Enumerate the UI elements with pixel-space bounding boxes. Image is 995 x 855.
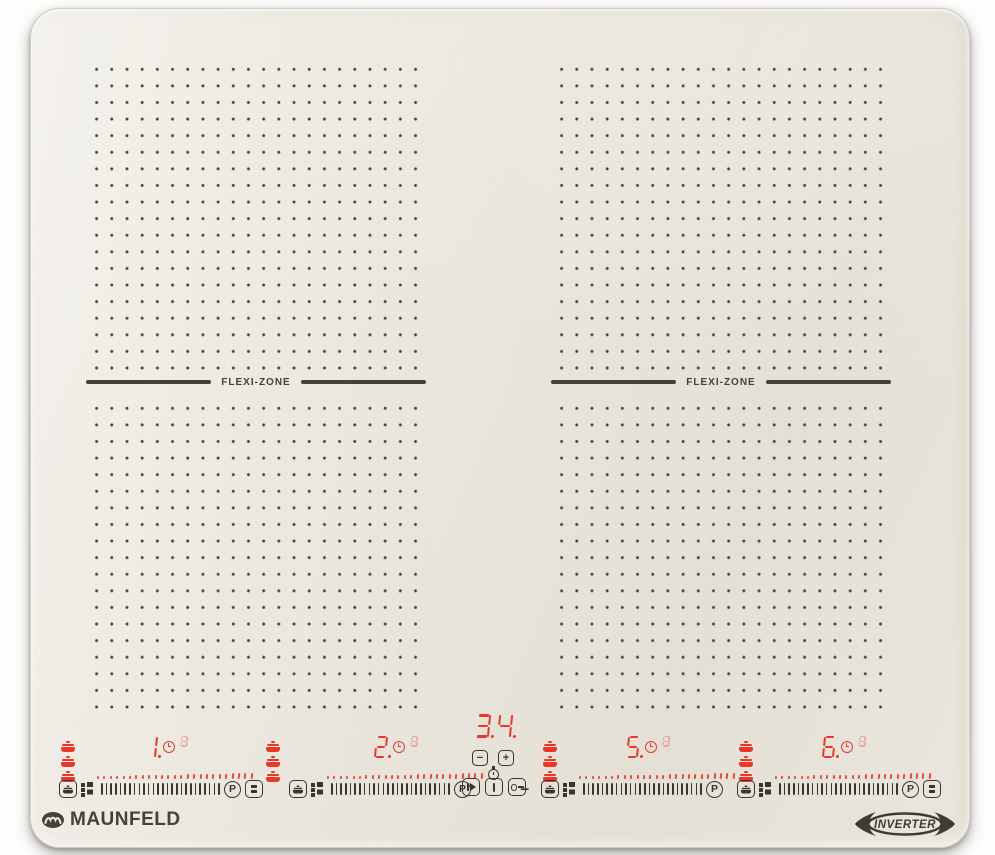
keep-warm-button[interactable] xyxy=(59,780,77,798)
power-slider[interactable] xyxy=(331,782,450,796)
keep-warm-mid-icon xyxy=(61,756,75,767)
keep-warm-button[interactable] xyxy=(289,780,307,798)
power-level-marks xyxy=(96,772,254,780)
timer-digit-display xyxy=(180,736,188,747)
flexi-zone-label: FLEXI-ZONE xyxy=(221,376,291,388)
brand-emblem-icon xyxy=(42,812,64,828)
burner-module-2: P xyxy=(266,733,515,811)
keep-warm-mid-icon xyxy=(739,756,753,767)
power-level-display xyxy=(373,736,391,758)
inverter-badge-icon: INVERTER xyxy=(855,812,955,836)
power-slider[interactable] xyxy=(583,782,702,796)
flexi-line-left-segment xyxy=(86,379,212,385)
keep-warm-level-indicators xyxy=(61,741,75,782)
power-level-marks xyxy=(578,772,736,780)
power-level-marks xyxy=(774,772,932,780)
keep-warm-button[interactable] xyxy=(737,780,755,798)
key-icon xyxy=(510,783,524,791)
cooking-zone-left-lower-dots xyxy=(86,397,426,715)
pot-icon xyxy=(740,785,752,793)
power-level-display xyxy=(821,736,839,758)
minus-button[interactable]: − xyxy=(472,750,488,766)
cooking-zone-right-lower-dots xyxy=(551,397,891,715)
burner-display-group xyxy=(145,736,188,758)
burner-display-group xyxy=(373,736,418,758)
power-level-display xyxy=(627,736,643,758)
keep-warm-button[interactable] xyxy=(541,780,559,798)
minus-label: − xyxy=(476,751,484,764)
keep-warm-level-indicators xyxy=(543,741,557,782)
power-button[interactable] xyxy=(485,778,503,796)
timer-digit-display xyxy=(858,736,866,747)
pause-icon xyxy=(251,784,257,794)
keep-warm-low-icon xyxy=(543,771,557,782)
timer-clock-icon xyxy=(393,741,405,753)
keep-warm-level-indicators xyxy=(266,741,280,782)
power-slider[interactable] xyxy=(779,782,898,796)
boost-button[interactable]: P xyxy=(706,780,723,798)
brand-name: MAUNFELD xyxy=(70,809,181,830)
timer-clock-icon xyxy=(645,741,657,753)
play-icon xyxy=(467,783,476,791)
keep-warm-low-icon xyxy=(739,771,753,782)
pot-icon xyxy=(62,785,74,793)
cooking-zone-right-upper-dots xyxy=(551,58,891,372)
flexi-line-right-segment xyxy=(300,379,427,385)
burner-module-5: P xyxy=(541,733,767,811)
timer-clock-icon xyxy=(163,741,175,753)
flexi-zone-divider-left: FLEXI-ZONE xyxy=(86,373,427,391)
flexi-zone-divider-right: FLEXI-ZONE xyxy=(551,373,892,391)
timer-clock-icon xyxy=(841,741,853,753)
keep-warm-high-icon xyxy=(739,741,753,752)
power-level-marks xyxy=(326,772,484,780)
flexi-line-left-segment xyxy=(551,379,677,385)
burner-module-6: P xyxy=(737,733,963,811)
burner-display-group xyxy=(821,736,866,758)
keep-warm-mid-icon xyxy=(543,756,557,767)
keep-warm-mid-icon xyxy=(266,756,280,767)
brand-logo: MAUNFELD xyxy=(41,809,181,831)
pause-button[interactable] xyxy=(923,780,941,798)
power-slider[interactable] xyxy=(101,782,220,796)
power-bar-icon xyxy=(493,782,495,792)
boost-button[interactable]: P xyxy=(902,780,919,798)
plus-label: + xyxy=(502,751,510,764)
plus-button[interactable]: + xyxy=(498,750,514,766)
child-lock-button[interactable] xyxy=(508,778,526,796)
flexi-zone-label: FLEXI-ZONE xyxy=(686,376,756,388)
cooking-zone-left-upper-dots xyxy=(86,58,426,372)
inverter-label: INVERTER xyxy=(874,819,936,831)
pause-icon xyxy=(929,784,935,794)
auto-heat-button[interactable] xyxy=(462,778,480,796)
timer-digit-display xyxy=(662,736,670,747)
keep-warm-high-icon xyxy=(266,741,280,752)
pot-icon xyxy=(544,785,556,793)
keep-warm-level-indicators xyxy=(739,741,753,782)
cooktop-glass-surface: FLEXI-ZONE FLEXI-ZONE xyxy=(30,8,970,848)
timer-digit-display xyxy=(410,736,418,747)
timer-stopwatch-icon xyxy=(488,766,499,780)
keep-warm-high-icon xyxy=(543,741,557,752)
burner-display-group xyxy=(627,736,670,758)
keep-warm-low-icon xyxy=(61,771,75,782)
boost-button[interactable]: P xyxy=(224,780,241,798)
flexi-line-right-segment xyxy=(765,379,892,385)
bridge-zone-button[interactable] xyxy=(759,781,774,797)
bridge-zone-button[interactable] xyxy=(81,781,96,797)
pause-button[interactable] xyxy=(245,780,263,798)
keep-warm-low-icon xyxy=(266,771,280,782)
bridge-zone-button[interactable] xyxy=(311,781,326,797)
burner-module-1: P xyxy=(59,733,285,811)
inverter-badge: INVERTER xyxy=(855,810,955,843)
timer-display xyxy=(476,714,516,738)
pot-icon xyxy=(292,785,304,793)
power-level-display xyxy=(145,736,161,758)
bridge-zone-button[interactable] xyxy=(563,781,578,797)
keep-warm-high-icon xyxy=(61,741,75,752)
